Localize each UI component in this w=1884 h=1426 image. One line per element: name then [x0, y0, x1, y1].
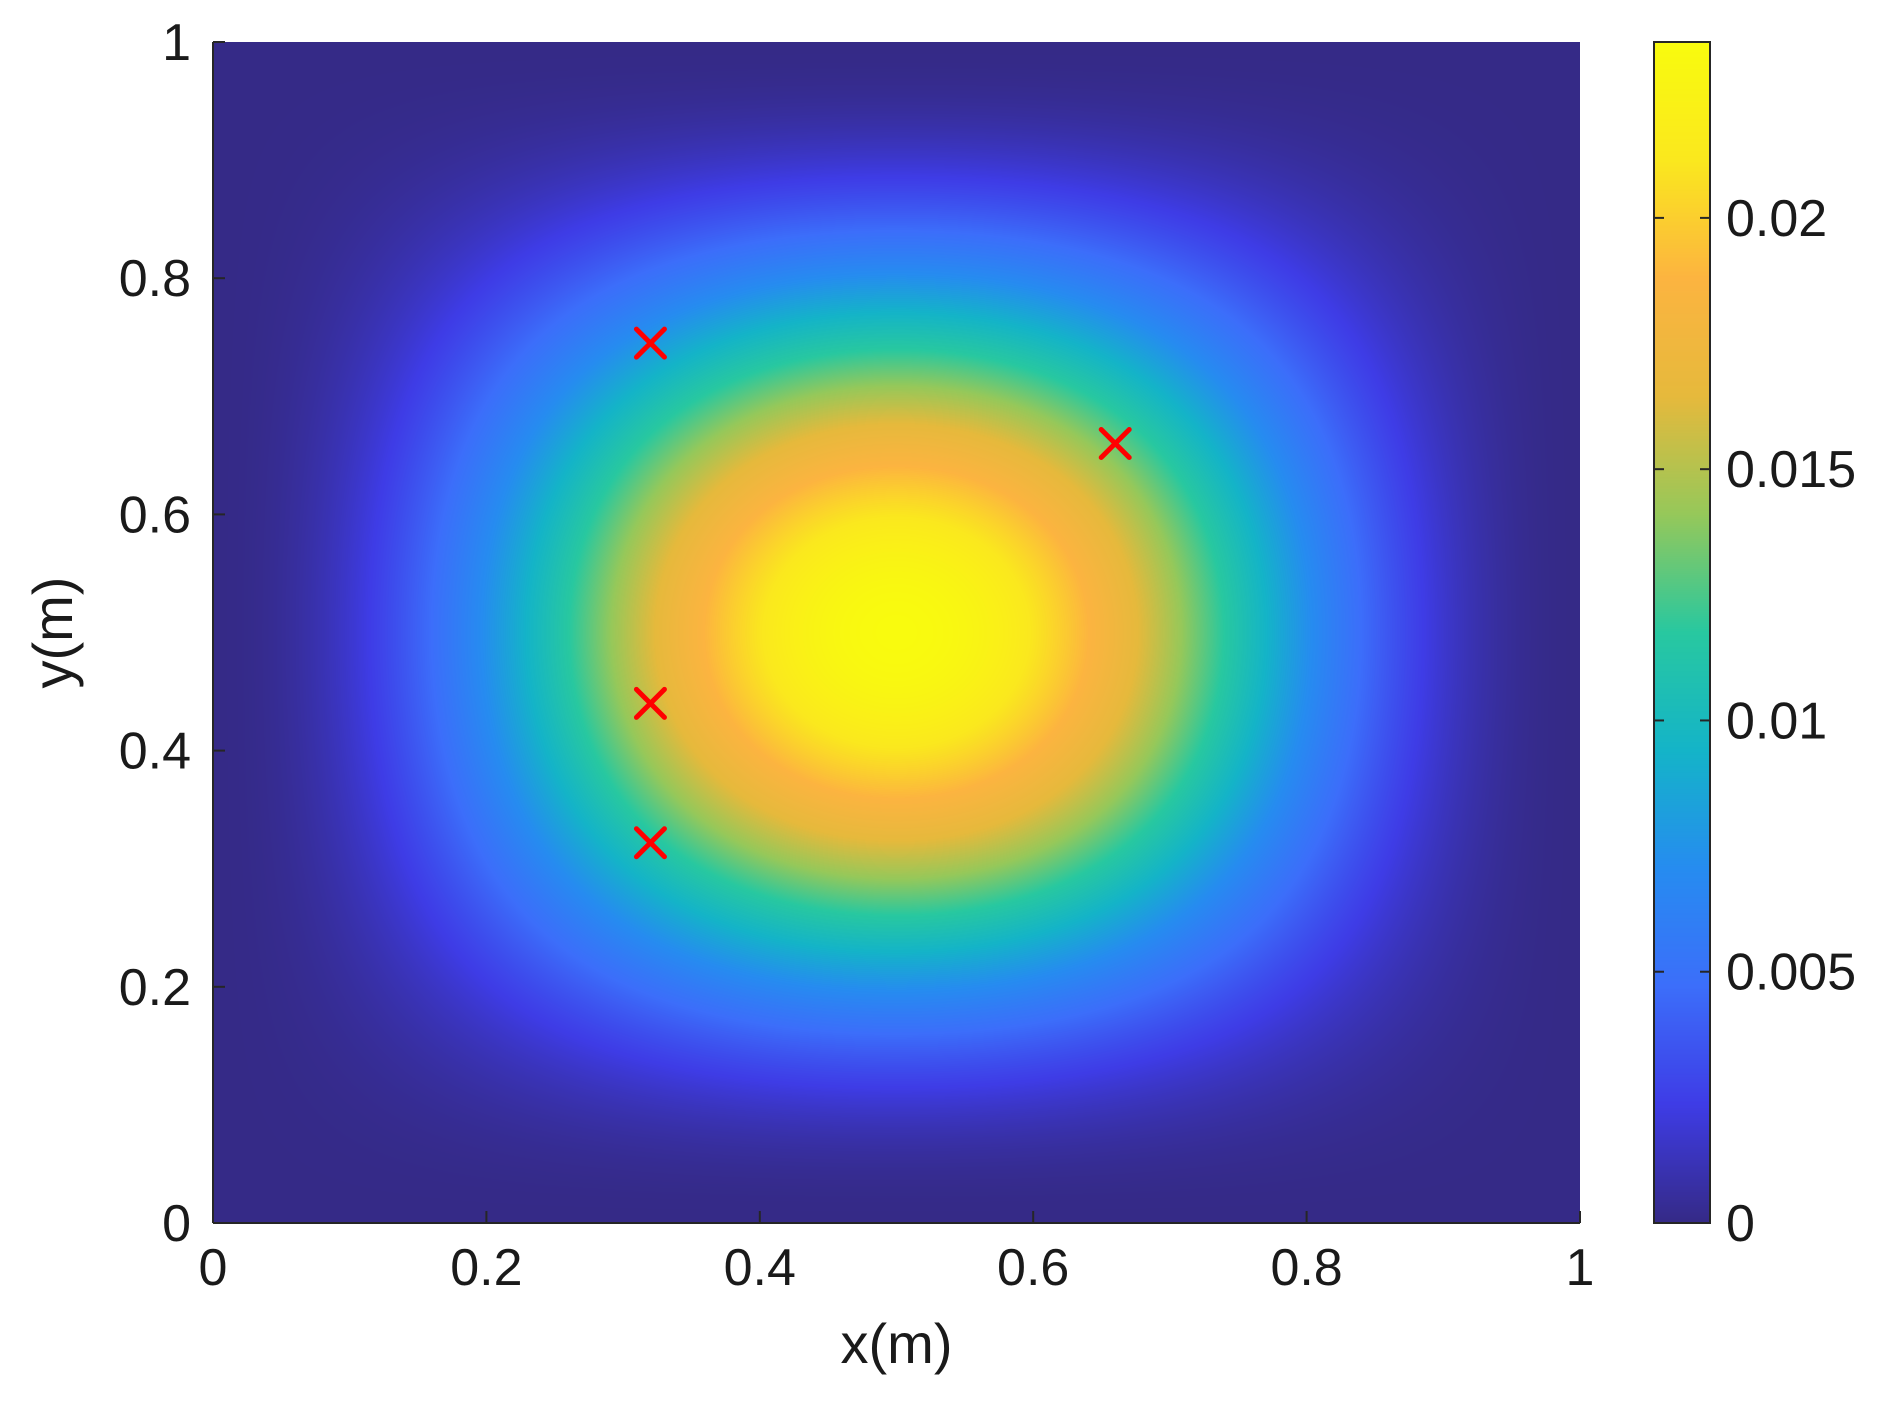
y-tick-label: 0.6: [119, 486, 191, 544]
x-axis-label: x(m): [841, 1312, 953, 1375]
x-tick-label: 0.6: [997, 1239, 1069, 1297]
y-tick-label: 0.8: [119, 250, 191, 308]
x-tick-label: 0: [199, 1239, 228, 1297]
y-tick-label: 0: [162, 1195, 191, 1253]
heatmap-image: [213, 42, 1580, 1223]
colorbar-tick-label: 0.02: [1726, 190, 1827, 248]
colorbar-tick-label: 0.01: [1726, 692, 1827, 750]
colorbar-tick-label: 0.005: [1726, 944, 1856, 1002]
y-axis-label: y(m): [21, 577, 84, 689]
colorbar-frame: [1653, 41, 1711, 1224]
axes-frame: [212, 41, 1711, 1224]
sensor-marker: [633, 686, 667, 720]
x-tick-label: 0.4: [724, 1239, 796, 1297]
x-tick-label: 0.8: [1270, 1239, 1342, 1297]
y-tick-label: 0.2: [119, 959, 191, 1017]
x-tick-label: 1: [1566, 1239, 1595, 1297]
x-tick-label: 0.2: [450, 1239, 522, 1297]
y-axis: 0 0.2 0.4 0.6 0.8 1: [119, 14, 225, 1253]
sensor-marker: [633, 326, 667, 360]
colorbar-axis: 0 0.005 0.01 0.015 0.02: [1654, 190, 1856, 1253]
colorbar-gradient: [1654, 42, 1710, 1223]
y-tick-label: 0.4: [119, 723, 191, 781]
colorbar-tick-label: 0: [1726, 1195, 1755, 1253]
sensor-marker: [1098, 427, 1132, 461]
marker-layer: [633, 326, 1132, 860]
x-axis: 0 0.2 0.4 0.6 0.8 1: [199, 1211, 1595, 1297]
colorbar-tick-label: 0.015: [1726, 441, 1856, 499]
sensor-marker: [633, 826, 667, 860]
y-tick-label: 1: [162, 14, 191, 72]
